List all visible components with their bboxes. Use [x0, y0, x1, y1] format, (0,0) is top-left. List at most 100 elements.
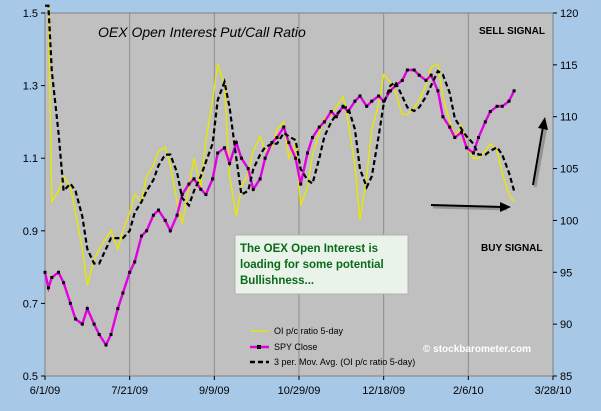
spy-point	[216, 151, 220, 155]
spy-point	[512, 89, 516, 93]
spy-point	[424, 78, 428, 82]
watermark: © stockbarometer.com	[423, 344, 531, 355]
spy-point	[50, 276, 54, 279]
spy-point	[263, 156, 267, 160]
x-tick-label: 10/29/09	[278, 385, 321, 397]
spy-point	[370, 99, 374, 103]
spy-point	[495, 104, 499, 108]
spy-point	[163, 218, 167, 222]
spy-point	[388, 89, 392, 93]
chart-title: OEX Open Interest Put/Call Ratio	[98, 24, 306, 40]
legend-spy: SPY Close	[274, 342, 317, 352]
spy-point	[239, 156, 243, 160]
spy-point	[365, 104, 369, 108]
x-tick-label: 3/28/10	[535, 385, 572, 397]
spy-point	[168, 229, 172, 233]
buy-signal-label: BUY SIGNAL	[481, 243, 543, 254]
series-line-moving-average	[45, 4, 516, 265]
spy-point	[258, 177, 262, 181]
callout-line-3: Bullishness...	[240, 275, 314, 287]
spy-point	[400, 78, 404, 82]
spy-point	[104, 343, 108, 347]
spy-point	[471, 151, 475, 155]
y-right-tick-label: 85	[560, 371, 572, 383]
legend-ratio: OI p/c ratio 5-day	[274, 326, 344, 336]
spy-point	[429, 73, 433, 77]
callout-line-2: loading for some potential	[240, 259, 384, 271]
callout-box: The OEX Open Interest is loading for som…	[234, 234, 409, 295]
y-right-tick-label: 90	[560, 319, 572, 331]
y-left-tick-label: 0.7	[23, 298, 38, 310]
spy-point	[282, 125, 286, 129]
spy-point	[133, 260, 137, 264]
spy-point	[488, 110, 492, 113]
spy-point	[223, 146, 226, 150]
spy-point	[453, 136, 457, 139]
spy-point	[80, 322, 84, 326]
spy-point	[116, 307, 120, 311]
y-left-tick-label: 1.1	[23, 153, 38, 165]
arrow-flat	[430, 202, 511, 212]
y-left-tick-label: 0.9	[23, 226, 38, 238]
spy-point	[157, 208, 160, 212]
spy-point	[436, 89, 440, 93]
spy-point	[234, 141, 238, 145]
x-tick-label: 12/18/09	[362, 385, 405, 397]
y-right-tick-label: 100	[560, 215, 578, 227]
y-right-tick-label: 115	[560, 60, 578, 72]
spy-point	[441, 115, 445, 119]
spy-point	[299, 182, 303, 186]
spy-point	[287, 141, 291, 145]
spy-point	[477, 136, 480, 139]
spy-point	[204, 193, 208, 196]
spy-point	[346, 110, 350, 113]
legend: OI p/c ratio 5-day SPY Close 3 per. Mov.…	[250, 326, 415, 367]
legend-mavg: 3 per. Mov. Avg. (OI p/c ratio 5-day)	[274, 357, 415, 367]
spy-point	[192, 177, 196, 181]
arrow-up	[532, 117, 548, 188]
spy-point	[109, 333, 113, 336]
spy-point	[294, 156, 298, 160]
spy-point	[187, 182, 191, 186]
spy-point	[140, 234, 143, 238]
spy-point	[199, 187, 203, 191]
callout-line-1: The OEX Open Interest is	[240, 243, 378, 255]
spy-point	[329, 110, 333, 113]
spy-point	[128, 270, 132, 274]
spy-point	[270, 141, 274, 145]
y-right-tick-label: 110	[560, 112, 578, 124]
x-tick-label: 6/1/09	[30, 385, 61, 397]
spy-point	[43, 270, 47, 274]
spy-point	[353, 99, 357, 103]
spy-point	[74, 317, 77, 321]
spy-point	[306, 151, 309, 155]
y-right-tick-label: 105	[560, 164, 578, 176]
spy-point	[92, 322, 96, 326]
spy-point	[97, 333, 101, 336]
y-right-tick-label: 95	[560, 267, 572, 279]
spy-point	[358, 94, 362, 98]
spy-point	[405, 68, 409, 72]
spy-point	[145, 229, 149, 233]
spy-point	[322, 120, 326, 124]
y-left-tick-label: 0.5	[23, 371, 38, 383]
spy-point	[334, 115, 338, 119]
spy-point	[180, 193, 184, 196]
spy-point	[68, 301, 72, 305]
spy-point	[151, 213, 155, 217]
spy-point	[46, 286, 50, 290]
x-tick-label: 2/6/10	[453, 385, 484, 397]
spy-point	[175, 213, 179, 217]
y-right-tick-label: 120	[560, 8, 578, 20]
x-tick-label: 9/9/09	[199, 385, 230, 397]
spy-point	[311, 136, 314, 139]
spy-point	[394, 84, 397, 88]
series-line-ratio	[45, 4, 515, 286]
spy-point	[483, 120, 487, 124]
x-tick-label: 7/21/09	[111, 385, 148, 397]
spy-point	[500, 104, 504, 108]
sell-signal-label: SELL SIGNAL	[479, 26, 545, 37]
spy-point	[228, 161, 232, 165]
spy-point	[412, 68, 416, 72]
spy-point	[465, 146, 469, 150]
